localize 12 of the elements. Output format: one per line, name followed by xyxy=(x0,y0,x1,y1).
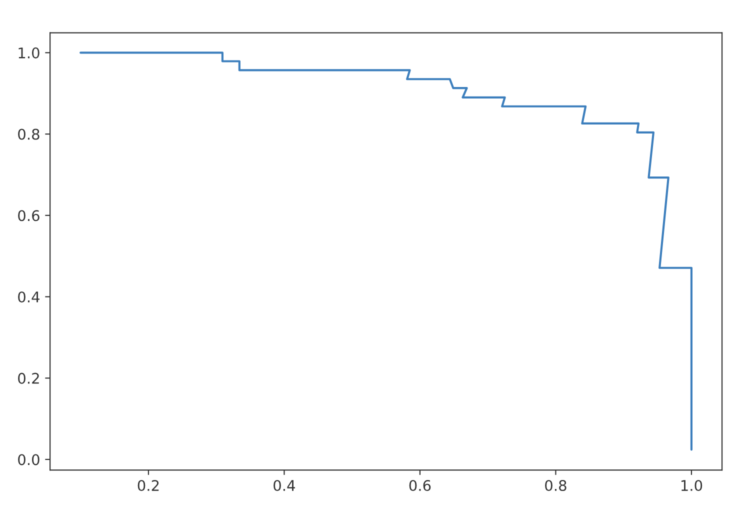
y-tick-label: 0.6 xyxy=(18,210,40,222)
y-tick-label: 1.0 xyxy=(18,47,40,58)
x-tick-label: 0.4 xyxy=(274,480,295,492)
y-tick-label: 0.0 xyxy=(18,454,40,466)
x-tick-label: 0.6 xyxy=(409,480,431,492)
x-tick-label: 1.0 xyxy=(681,480,702,492)
y-tick-label: 0.4 xyxy=(18,291,40,302)
y-tick-label: 0.8 xyxy=(18,128,40,140)
x-tick-label: 0.8 xyxy=(545,480,566,492)
y-tick-label: 0.2 xyxy=(18,372,39,384)
x-tick-label: 0.2 xyxy=(138,480,159,492)
line-series xyxy=(80,52,693,451)
